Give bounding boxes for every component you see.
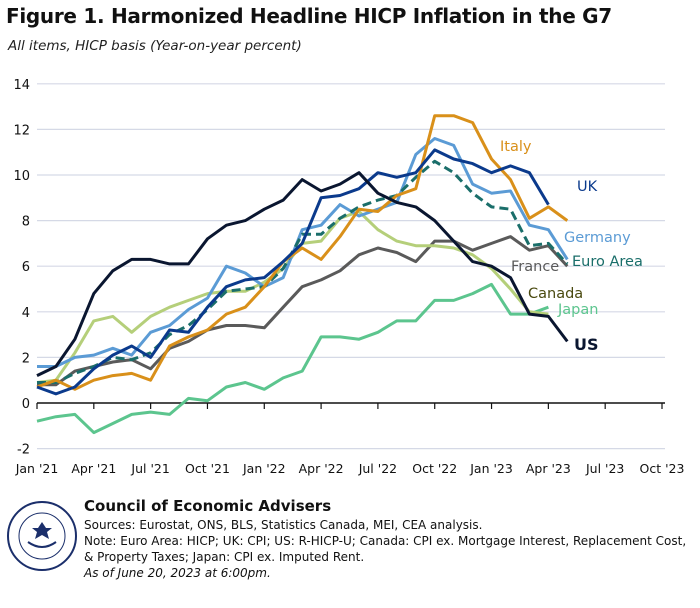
x-tick-label: Jul '21 [130, 461, 169, 476]
y-tick-label: 10 [13, 169, 30, 184]
series-lines [36, 114, 569, 435]
x-tick-label: Jul '22 [358, 461, 397, 476]
series-line-us [36, 171, 569, 377]
x-tick-label: Oct '22 [412, 461, 457, 476]
cea-seal-logo [7, 501, 77, 571]
series-line-germany [37, 137, 569, 368]
series-line-france [37, 235, 569, 387]
y-tick-label: 14 [13, 78, 30, 93]
organization-name: Council of Economic Advisers [84, 497, 332, 515]
series-labels: Italy UK Germany Euro Area France CanadaJapan… [500, 139, 643, 354]
series-label: Euro Area [572, 254, 643, 270]
series-label: Japan [557, 302, 598, 318]
line-chart: -2 0 2 4 6 8 10 12 14 Jan '21 Apr '21 Jul '21 Oct '… [13, 78, 685, 476]
series-label: Canada [528, 286, 583, 302]
x-tick-label: Oct '23 [640, 461, 685, 476]
x-tick-label: Oct '21 [185, 461, 230, 476]
footer: Council of Economic Advisers Sources: Eu… [84, 498, 694, 581]
y-tick-label: 2 [22, 351, 30, 366]
y-tick-label: 6 [22, 260, 30, 275]
series-label: US [574, 335, 599, 354]
y-tick-label: -2 [17, 443, 30, 458]
chart-title: Figure 1. Harmonized Headline HICP Infla… [6, 4, 612, 28]
x-tick-label: Apr '21 [71, 461, 116, 476]
series-line-japan [36, 282, 549, 435]
x-tick-label: Jul '23 [585, 461, 624, 476]
y-tick-label: 8 [22, 215, 30, 230]
y-tick-label: 0 [22, 397, 30, 412]
x-tick-label: Jan '21 [15, 461, 59, 476]
y-tick-labels: -2 0 2 4 6 8 10 12 14 [13, 78, 30, 458]
x-tick-label: Jan '22 [242, 461, 286, 476]
y-tick-label: 12 [13, 123, 30, 138]
chart-subtitle: All items, HICP basis (Year-on-year perc… [8, 38, 302, 54]
y-tick-label: 4 [22, 306, 30, 321]
series-label: France [511, 259, 559, 275]
x-tick-label: Apr '23 [526, 461, 571, 476]
date-text: As of June 20, 2023 at 6:00pm. [84, 566, 271, 580]
gridlines [36, 83, 665, 450]
series-line-euro-area [37, 159, 569, 384]
series-label: UK [577, 179, 598, 195]
series-label: Germany [564, 230, 631, 246]
x-tick-label: Apr '22 [299, 461, 344, 476]
note-text: Note: Euro Area: HICP; UK: CPI; US: R-HI… [84, 534, 687, 564]
series-label: Italy [500, 139, 532, 155]
series-line-italy [36, 114, 569, 391]
x-tick-label: Jan '23 [469, 461, 513, 476]
series-line-uk [36, 148, 550, 396]
sources-text: Sources: Eurostat, ONS, BLS, Statistics … [84, 518, 483, 532]
x-tick-labels: Jan '21 Apr '21 Jul '21 Oct '21 Jan '22 Apr '… [15, 461, 685, 476]
